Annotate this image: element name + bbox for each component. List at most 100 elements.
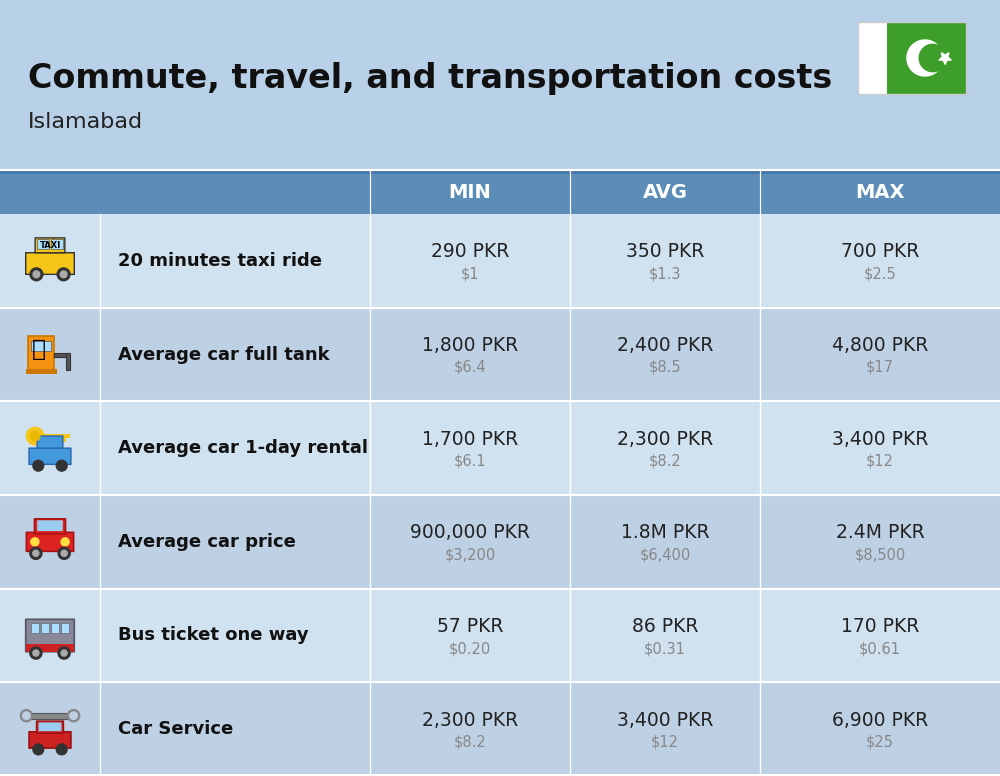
Circle shape xyxy=(30,431,40,441)
Circle shape xyxy=(33,460,44,471)
Text: Bus ticket one way: Bus ticket one way xyxy=(118,626,309,645)
Text: 2.4M PKR: 2.4M PKR xyxy=(836,523,924,542)
Bar xyxy=(31,623,39,632)
Circle shape xyxy=(30,268,43,281)
Text: 4,800 PKR: 4,800 PKR xyxy=(832,336,928,355)
Bar xyxy=(0,495,1000,589)
Bar xyxy=(26,712,74,719)
Circle shape xyxy=(30,647,42,659)
Circle shape xyxy=(33,744,44,755)
FancyBboxPatch shape xyxy=(34,519,66,534)
Bar xyxy=(51,239,63,249)
Circle shape xyxy=(23,712,30,719)
Bar xyxy=(61,623,69,632)
FancyBboxPatch shape xyxy=(37,436,63,449)
Text: $0.31: $0.31 xyxy=(644,641,686,656)
Bar xyxy=(887,22,966,94)
FancyBboxPatch shape xyxy=(29,449,71,464)
Text: 2,300 PKR: 2,300 PKR xyxy=(617,430,713,449)
Bar xyxy=(62,436,66,442)
Text: 3,400 PKR: 3,400 PKR xyxy=(832,430,928,449)
Text: 900,000 PKR: 900,000 PKR xyxy=(410,523,530,542)
Text: 700 PKR: 700 PKR xyxy=(841,242,919,262)
Text: $2.5: $2.5 xyxy=(864,266,896,282)
Text: $0.61: $0.61 xyxy=(859,641,901,656)
Text: 6,900 PKR: 6,900 PKR xyxy=(832,711,928,729)
Polygon shape xyxy=(919,44,947,71)
Circle shape xyxy=(60,271,67,278)
FancyBboxPatch shape xyxy=(37,721,63,733)
Text: 20 minutes taxi ride: 20 minutes taxi ride xyxy=(118,252,322,270)
Circle shape xyxy=(58,547,70,559)
Text: $1.3: $1.3 xyxy=(649,266,681,282)
FancyBboxPatch shape xyxy=(26,532,74,551)
Text: Average car 1-day rental: Average car 1-day rental xyxy=(118,439,368,457)
Bar xyxy=(858,22,887,94)
Text: Car Service: Car Service xyxy=(118,720,233,738)
Text: Average car price: Average car price xyxy=(118,533,296,551)
Circle shape xyxy=(33,650,39,656)
Text: Commute, travel, and transportation costs: Commute, travel, and transportation cost… xyxy=(28,62,832,95)
Bar xyxy=(37,239,49,249)
Circle shape xyxy=(33,271,40,278)
Circle shape xyxy=(56,744,67,755)
Circle shape xyxy=(61,538,69,546)
Text: 170 PKR: 170 PKR xyxy=(841,617,919,636)
Bar xyxy=(55,436,59,442)
Bar xyxy=(31,341,51,352)
Circle shape xyxy=(26,428,44,445)
Bar xyxy=(0,401,1000,495)
Text: $8.2: $8.2 xyxy=(649,454,681,469)
Text: $3,200: $3,200 xyxy=(444,547,496,563)
Text: 57 PKR: 57 PKR xyxy=(437,617,503,636)
Bar xyxy=(858,22,966,94)
Text: $17: $17 xyxy=(866,360,894,375)
Text: Islamabad: Islamabad xyxy=(28,112,143,132)
Bar xyxy=(0,170,1000,214)
FancyBboxPatch shape xyxy=(37,520,63,531)
Text: AVG: AVG xyxy=(642,182,688,202)
Text: $8,500: $8,500 xyxy=(854,547,906,563)
Circle shape xyxy=(30,547,42,559)
Text: 290 PKR: 290 PKR xyxy=(431,242,509,262)
Text: 3,400 PKR: 3,400 PKR xyxy=(617,711,713,729)
Text: $1: $1 xyxy=(461,266,479,282)
Bar xyxy=(0,0,1000,170)
Text: 1,800 PKR: 1,800 PKR xyxy=(422,336,518,355)
Circle shape xyxy=(56,460,67,471)
Text: $12: $12 xyxy=(651,735,679,750)
Bar xyxy=(54,352,69,357)
Bar xyxy=(0,589,1000,682)
Polygon shape xyxy=(907,40,943,76)
Bar xyxy=(66,352,70,369)
Bar xyxy=(0,682,1000,776)
Circle shape xyxy=(58,647,70,659)
Text: $25: $25 xyxy=(866,735,894,750)
Circle shape xyxy=(31,538,39,546)
Polygon shape xyxy=(939,53,951,64)
Text: Average car full tank: Average car full tank xyxy=(118,345,330,363)
Text: MIN: MIN xyxy=(449,182,491,202)
FancyBboxPatch shape xyxy=(39,722,61,731)
Text: $12: $12 xyxy=(866,454,894,469)
Circle shape xyxy=(57,268,70,281)
Circle shape xyxy=(33,550,39,556)
Text: 💧: 💧 xyxy=(32,338,46,361)
Text: 1.8M PKR: 1.8M PKR xyxy=(621,523,709,542)
Circle shape xyxy=(70,712,77,719)
Bar xyxy=(51,623,59,632)
Bar xyxy=(0,307,1000,401)
Text: 2,400 PKR: 2,400 PKR xyxy=(617,336,713,355)
Text: $6.4: $6.4 xyxy=(454,360,486,375)
Text: $8.5: $8.5 xyxy=(649,360,681,375)
Circle shape xyxy=(20,709,32,722)
Bar xyxy=(41,623,49,632)
Circle shape xyxy=(68,709,80,722)
Bar xyxy=(0,214,1000,307)
Circle shape xyxy=(61,550,67,556)
FancyBboxPatch shape xyxy=(29,732,71,748)
Bar xyxy=(0,170,1000,174)
Text: 86 PKR: 86 PKR xyxy=(632,617,698,636)
Text: 1,700 PKR: 1,700 PKR xyxy=(422,430,518,449)
Text: $8.2: $8.2 xyxy=(454,735,486,750)
